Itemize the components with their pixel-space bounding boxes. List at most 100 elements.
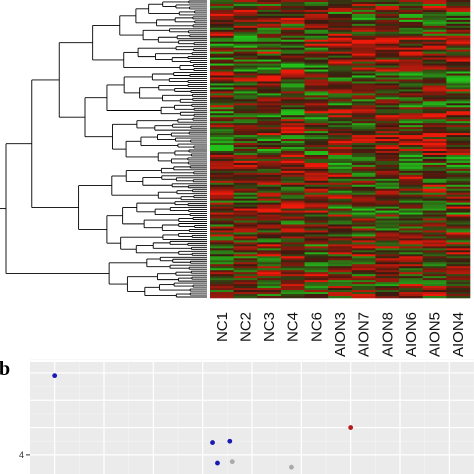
heatmap-cell (422, 170, 447, 174)
heatmap-cell (304, 208, 329, 211)
heatmap-cell (399, 137, 424, 140)
heatmap-cell (210, 11, 234, 15)
heatmap-cell (233, 262, 258, 265)
heatmap-cell (304, 135, 329, 138)
heatmap-cell (328, 184, 353, 188)
heatmap-cell (446, 45, 471, 48)
heatmap-cell (257, 290, 282, 293)
heatmap-cell (233, 0, 258, 3)
heatmap-cell (233, 252, 258, 255)
heatmap-cell (328, 23, 353, 27)
heatmap-cell (304, 1, 329, 5)
heatmap-cell (233, 186, 258, 190)
heatmap-cell (375, 81, 400, 84)
heatmap-cell (233, 174, 258, 178)
heatmap-cell (399, 63, 424, 66)
heatmap-cell (304, 137, 329, 140)
heatmap-cell (304, 25, 329, 29)
heatmap-cell (328, 119, 353, 122)
heatmap-cell (399, 141, 424, 144)
heatmap-cell (257, 166, 282, 170)
heatmap-cell (233, 218, 258, 221)
heatmap-cell (446, 158, 471, 162)
heatmap-cell (328, 63, 353, 66)
heatmap-cell (328, 174, 353, 178)
heatmap-cell (446, 210, 471, 213)
heatmap-cell (375, 113, 400, 116)
scatter-point (289, 464, 294, 470)
heatmap-cell (233, 226, 258, 229)
column-labels: NC1 NC2 NC3 NC4 NC6 AION3 AION7 AION8 AION6 AION5… (214, 312, 467, 357)
heatmap-cell (280, 5, 305, 9)
heatmap-cell (351, 109, 376, 112)
heatmap-cell (399, 131, 424, 134)
heatmap-cell (328, 240, 353, 243)
heatmap-cell (328, 133, 353, 136)
heatmap-cell (257, 23, 282, 27)
heatmap-cell (280, 3, 305, 7)
heatmap-cell (304, 182, 329, 186)
heatmap-cell (351, 93, 376, 96)
heatmap-cell (257, 286, 282, 289)
heatmap-cell (351, 133, 376, 136)
heatmap-cell (375, 188, 400, 192)
heatmap-cell (422, 268, 447, 271)
heatmap-cell (304, 260, 329, 263)
heatmap-cell (351, 25, 376, 29)
heatmap-cell (233, 81, 258, 84)
heatmap-cell (210, 91, 234, 94)
heatmap-cell (257, 160, 282, 164)
heatmap-cell (257, 184, 282, 188)
heatmap-cell (280, 192, 305, 195)
heatmap-cell (304, 7, 329, 11)
heatmap-cell (375, 154, 400, 158)
heatmap-cell (446, 15, 471, 19)
heatmap-cell (446, 278, 471, 281)
heatmap-cell (257, 186, 282, 190)
heatmap-cell (399, 95, 424, 98)
heatmap-cell (399, 274, 424, 277)
heatmap-cell (233, 127, 258, 130)
heatmap-cell (422, 131, 447, 134)
heatmap-cell (304, 246, 329, 249)
heatmap-cell (257, 119, 282, 122)
heatmap-cell (328, 147, 353, 150)
heatmap-cell (304, 19, 329, 23)
heatmap-cell (422, 27, 447, 31)
heatmap-cell (328, 143, 353, 146)
heatmap-cell (422, 85, 447, 88)
heatmap-cell (210, 258, 234, 261)
heatmap-cell (210, 95, 234, 98)
heatmap-cell (233, 21, 258, 25)
heatmap-cell (399, 133, 424, 136)
heatmap-cell (446, 256, 471, 259)
heatmap-cell (351, 45, 376, 48)
heatmap-cell (351, 270, 376, 273)
heatmap-cell (233, 43, 258, 46)
heatmap-cell (351, 158, 376, 162)
heatmap-cell (280, 121, 305, 124)
heatmap-cell (304, 75, 329, 78)
heatmap-cell (375, 240, 400, 243)
heatmap-cell (210, 168, 234, 172)
heatmap-cell (210, 9, 234, 13)
heatmap-cell (280, 67, 305, 70)
heatmap-cell (375, 63, 400, 66)
heatmap-cell (304, 284, 329, 287)
heatmap-cell (304, 89, 329, 92)
heatmap-cell (446, 83, 471, 86)
heatmap-cell (210, 236, 234, 239)
heatmap-cell (399, 164, 424, 168)
heatmap-cell (210, 25, 234, 29)
heatmap-cell (351, 5, 376, 9)
heatmap-cell (280, 81, 305, 84)
heatmap-cell (210, 152, 234, 156)
heatmap-cell (210, 117, 234, 120)
heatmap-cell (280, 0, 305, 3)
heatmap-cell (210, 87, 234, 90)
heatmap-cell (304, 101, 329, 104)
heatmap-cell (399, 81, 424, 84)
heatmap-cell (375, 107, 400, 110)
heatmap-cell (446, 268, 471, 271)
heatmap-cell (375, 248, 400, 251)
